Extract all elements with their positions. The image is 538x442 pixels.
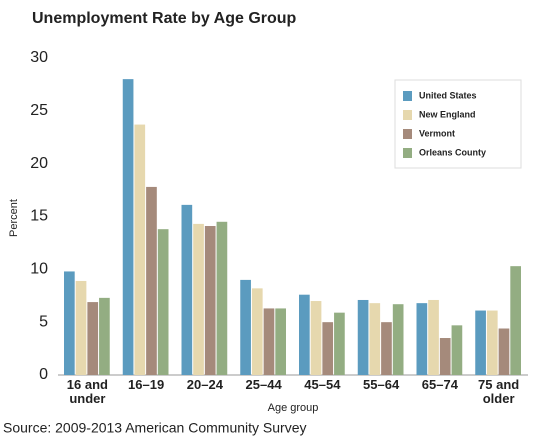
bar [381,322,392,375]
legend-swatch [403,110,412,120]
bar [134,124,146,375]
bar [475,310,486,375]
y-tick-label: 15 [30,208,48,225]
y-tick-label: 10 [30,261,48,278]
bar [87,302,99,375]
y-tick-label: 30 [30,49,48,66]
bar [193,223,204,375]
bar [75,280,87,375]
bar [64,271,75,375]
x-tick-label: 75 and older [478,377,520,406]
legend-label: New England [419,109,476,119]
bar [240,279,251,375]
bar [157,229,169,375]
bar [99,297,110,375]
legend-swatch [403,129,412,139]
legend-swatch [403,148,412,158]
bar [310,301,322,375]
x-tick-label: 65–74 [421,377,458,392]
y-tick-label: 5 [39,313,48,330]
bar [451,325,463,375]
x-tick-label: 25–44 [245,377,282,392]
bar [498,328,510,375]
legend-swatch [403,91,412,101]
x-tick-label: 16–19 [128,377,165,392]
bar [251,288,263,375]
legend-label: United States [419,90,477,100]
legend-box [394,79,522,169]
bar [204,226,216,375]
bar [369,303,381,375]
y-tick-label: 25 [30,102,48,119]
legend-label: Orleans County [419,147,486,157]
bar [486,310,498,375]
x-tick-label: 55–64 [363,377,400,392]
bar [263,308,275,375]
bar [357,299,369,375]
bar [122,79,134,375]
bar [334,312,345,375]
bar [428,299,439,375]
legend-label: Vermont [419,128,455,138]
bar [322,322,334,375]
y-axis-label: Percent [8,199,20,237]
bar [439,338,451,375]
x-tick-label: 20–24 [186,377,223,392]
bar [299,294,310,375]
bar [416,303,428,375]
y-tick-label: 20 [30,155,48,172]
x-tick-label: 45–54 [304,377,341,392]
bar [216,221,228,375]
bar [510,266,521,375]
chart-title: Unemployment Rate by Age Group [32,10,297,27]
bar [146,186,157,375]
y-tick-label: 0 [39,366,48,383]
bar [275,308,286,375]
bar [392,304,404,375]
bar [181,204,193,375]
x-axis-label: Age group [268,402,319,414]
source: Source: 2009-2013 American Community Sur… [3,420,306,436]
x-tick-label: 16 and under [66,377,108,406]
